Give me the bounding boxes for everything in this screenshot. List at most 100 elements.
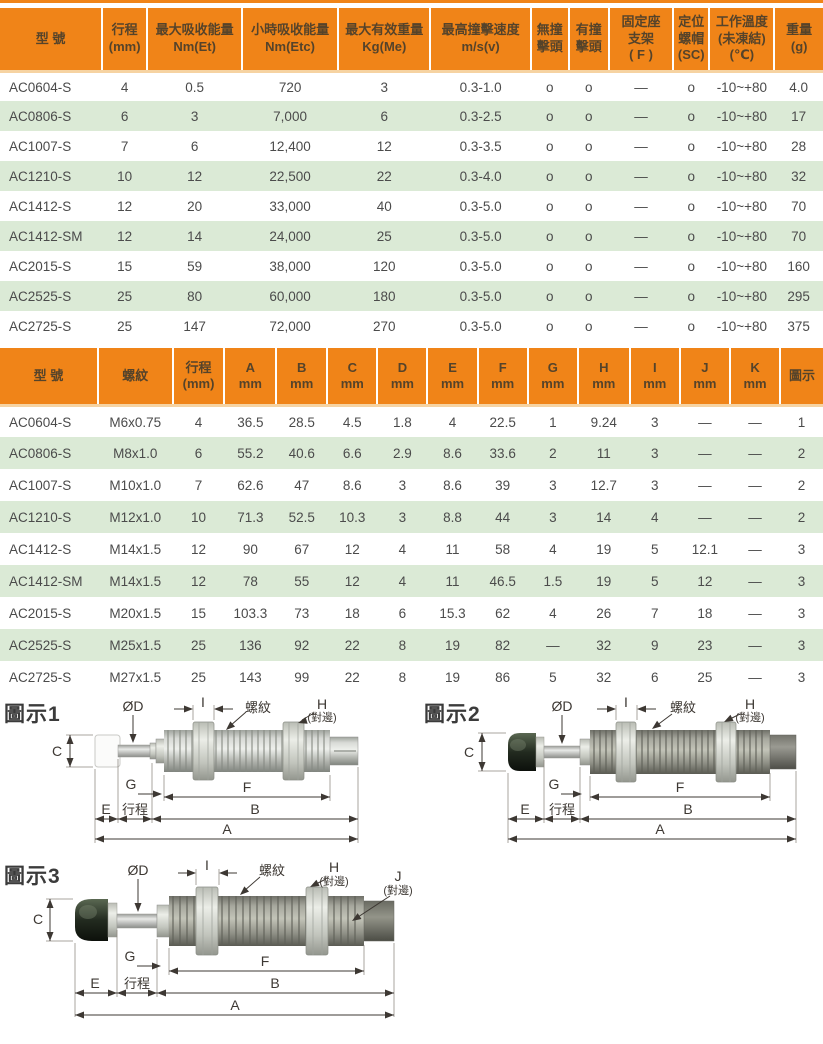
value-cell: M10x1.0 (109, 477, 162, 493)
value-cell: 3 (797, 573, 806, 589)
model-cell: AC2725-S (9, 669, 72, 685)
dim-label-h-flats: (對邊) (307, 710, 336, 724)
performance-spec-table-section: 型 號行程 (mm) 最大吸收能量 Nm(Et) 小時吸收能量 Nm(Etc) 最大有… (0, 8, 823, 341)
column-header: 定位 螺帽 (SC) (672, 8, 710, 72)
value-cell: 1.8 (393, 414, 412, 430)
performance-spec-table: 型 號行程 (mm) 最大吸收能量 Nm(Et) 小時吸收能量 Nm(Etc) 最大有… (0, 8, 823, 341)
value-cell: 8.6 (342, 477, 362, 493)
column-header: 圖示 (779, 348, 823, 406)
value-cell: 2 (797, 509, 806, 525)
value-cell: 0.3-5.0 (459, 198, 502, 214)
value-cell: 23 (697, 637, 713, 653)
dim-label-thread: 螺紋 (245, 700, 271, 715)
model-cell: AC2725-S (9, 318, 72, 334)
value-cell: 20 (187, 198, 203, 214)
dim-label-stroke: 行程 (124, 976, 150, 991)
value-cell: 11 (596, 445, 611, 461)
rubber-cap (75, 899, 108, 942)
model-cell: AC1210-S (9, 509, 72, 525)
value-cell: 22 (376, 168, 392, 184)
value-cell: 2 (797, 445, 806, 461)
dim-label-h-flats: (對邊) (319, 874, 348, 888)
value-cell: 7 (651, 605, 659, 621)
value-cell: 67 (294, 541, 310, 557)
value-cell: o (687, 288, 695, 304)
value-cell: 3 (651, 414, 659, 430)
value-cell: 12 (697, 573, 713, 589)
value-cell: o (545, 79, 554, 95)
value-cell: -10~+80 (716, 318, 767, 334)
value-cell: 6.6 (342, 445, 362, 461)
model-cell: AC0604-S (9, 79, 72, 95)
piston-rod (543, 746, 581, 759)
diagram-2-title: 圖示2 (424, 703, 481, 727)
value-cell: 6 (194, 445, 203, 461)
value-cell: 22.5 (489, 414, 516, 430)
value-cell: 10 (191, 509, 207, 525)
model-cell: AC2525-S (9, 637, 72, 653)
value-cell: 19 (445, 669, 461, 685)
value-cell: — (748, 605, 762, 621)
model-cell: AC1007-S (9, 138, 72, 154)
column-header: 螺紋 (96, 348, 173, 406)
value-cell: o (545, 258, 554, 274)
value-cell: M8x1.0 (113, 445, 158, 461)
value-cell: — (698, 445, 712, 461)
dimension-spec-table-section: 型 號螺紋 行程 (mm) A mm B mm C mm D mm E mm F mm G mm… (0, 348, 823, 693)
rear-end (769, 735, 797, 770)
value-cell: 39 (495, 477, 511, 493)
value-cell: 62.6 (237, 477, 264, 493)
value-cell: 32 (596, 669, 612, 685)
diagram-1: 圖示1 (0, 694, 420, 859)
value-cell: M20x1.5 (109, 605, 162, 621)
dimension-spec-table: 型 號螺紋 行程 (mm) A mm B mm C mm D mm E mm F mm G mm… (0, 348, 823, 693)
value-cell: 90 (242, 541, 258, 557)
value-cell: — (634, 138, 648, 154)
column-header: B mm (275, 348, 328, 406)
table-row: AC2525-S M25x1.5 25 136 92 22 8 19 82 — 32 9 23 — 3 (0, 629, 823, 662)
value-cell: o (585, 318, 593, 334)
value-cell: 25 (376, 228, 392, 244)
dim-label-h: H (317, 697, 327, 712)
diagram-3: 圖示3 (0, 857, 470, 1039)
value-cell: 143 (239, 669, 262, 685)
value-cell: 4 (120, 79, 129, 95)
value-cell: 12 (117, 228, 133, 244)
value-cell: 4.0 (789, 79, 809, 95)
value-cell: 0.3-2.5 (459, 108, 502, 124)
value-cell: — (698, 477, 712, 493)
value-cell: 25 (191, 669, 207, 685)
value-cell: 25 (191, 637, 207, 653)
dim-label-a: A (655, 821, 665, 837)
value-cell: M25x1.5 (109, 637, 162, 653)
value-cell: — (634, 228, 648, 244)
value-cell: 22,500 (269, 168, 311, 184)
value-cell: 0.3-4.0 (459, 168, 502, 184)
value-cell: 4 (398, 541, 407, 557)
value-cell: — (546, 637, 560, 653)
model-cell: AC0806-S (9, 108, 72, 124)
value-cell: 0.3-3.5 (459, 138, 502, 154)
white-cap (94, 734, 121, 768)
dim-label-f: F (261, 953, 270, 969)
value-cell: 136 (239, 637, 262, 653)
value-cell: 6 (120, 108, 129, 124)
table-row: AC2525-S 25 80 60,000 180 0.3-5.0 o o — o -10~+80 2… (0, 281, 823, 312)
value-cell: -10~+80 (716, 79, 767, 95)
column-header: 行程 (mm) (101, 8, 148, 72)
value-cell: 180 (373, 288, 396, 304)
diagram-section: 圖示1 (0, 694, 823, 1039)
value-cell: 3 (797, 541, 806, 557)
value-cell: 720 (278, 79, 302, 95)
column-header: G mm (526, 348, 578, 406)
value-cell: 160 (787, 258, 810, 274)
dim-label-thread: 螺紋 (259, 863, 285, 878)
column-header: C mm (326, 348, 378, 406)
value-cell: -10~+80 (716, 138, 767, 154)
rubber-cap (508, 733, 536, 772)
value-cell: 12 (344, 541, 360, 557)
value-cell: — (748, 637, 762, 653)
value-cell: 3 (398, 509, 407, 525)
value-cell: 17 (791, 108, 807, 124)
column-header: 無撞 擊頭 (529, 8, 569, 72)
